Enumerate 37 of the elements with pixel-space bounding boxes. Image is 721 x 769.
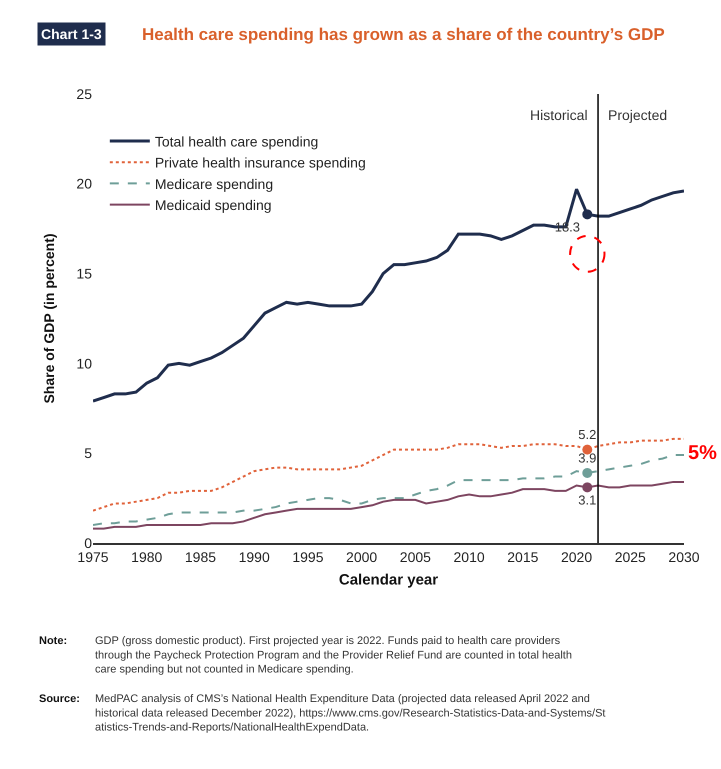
- x-tick-label: 1990: [238, 548, 270, 565]
- annotation: Projected: [608, 107, 668, 123]
- text: 5%: [688, 442, 718, 464]
- y-tick-label: 5: [84, 445, 92, 462]
- x-tick-label: 2020: [560, 548, 592, 565]
- x-tick-label: 1975: [77, 548, 109, 565]
- y-tick-label: 15: [76, 266, 92, 282]
- annotation: Historical: [530, 107, 588, 123]
- x-axis-title: Calendar year: [338, 571, 438, 588]
- y-tick-label: 10: [76, 355, 92, 372]
- legend-label: Medicare spending: [154, 176, 274, 192]
- x-tick-label: 2010: [454, 548, 485, 565]
- line-series: [93, 438, 684, 512]
- x-tick-label: 2000: [346, 548, 378, 565]
- data-label: 5.2: [578, 427, 596, 442]
- chart-title: Health care spending has grown as a share of the country’s GDP: [142, 25, 665, 44]
- line-series: [93, 454, 684, 526]
- legend-label: Private health insurance spending: [154, 154, 366, 171]
- x-tick-label: 2025: [614, 548, 646, 565]
- legend-label: Total health care spending: [154, 133, 318, 150]
- x-tick-label: 1985: [184, 548, 216, 565]
- legend-label: Medicaid spending: [154, 197, 272, 214]
- x-tick-label: 2030: [668, 548, 700, 565]
- y-tick-label: 25: [76, 86, 92, 102]
- y-tick-label: 20: [76, 176, 92, 192]
- line-series: [93, 480, 684, 530]
- y-tick-label: 0: [84, 534, 92, 551]
- x-tick-label: 2015: [507, 548, 539, 565]
- data-label: 3.9: [578, 450, 596, 466]
- text: Note: GDP (gross domestic product). First projected year is 2022. Funds paid to health care providers through the Paycheck Protection Program and the Provider Relief Fund are counted in total health care spending but not counted in Medicare spending.: [39, 635, 572, 676]
- data-label: 3.1: [578, 492, 596, 508]
- y-axis-title: Share of GDP (in percent): [41, 233, 58, 404]
- x-tick-label: 1995: [292, 548, 324, 565]
- caption: Chart 1-3: [41, 26, 102, 42]
- x-tick-label: 2005: [400, 548, 432, 565]
- text: Source: MedPAC analysis of CMS’s National Health Expenditure Data (projected data released April 2022 and historical data released December 2022), https://www.cms.gov/Research-Statistics-Data-and-Systems/Statistics-Trends-and-Reports/NationalHealthExpendData.: [39, 693, 606, 734]
- x-tick-label: 1980: [131, 548, 163, 565]
